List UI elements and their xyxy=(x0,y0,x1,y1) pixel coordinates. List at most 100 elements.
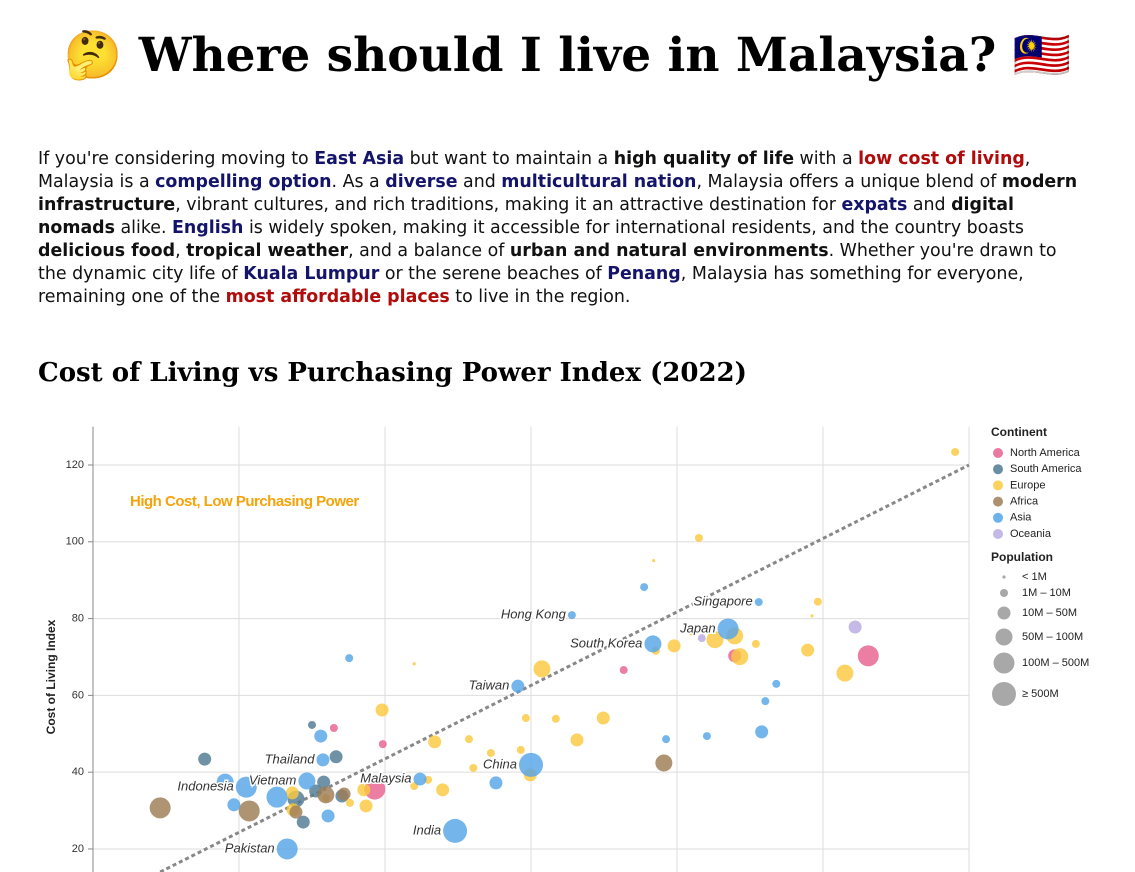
data-point xyxy=(644,635,662,653)
data-point xyxy=(533,660,551,678)
data-point xyxy=(412,662,416,666)
emphasis-text: most affordable places xyxy=(225,287,450,307)
data-point xyxy=(694,533,703,542)
data-point xyxy=(464,735,473,744)
text: and xyxy=(457,172,502,192)
legend-swatch xyxy=(993,529,1003,539)
plot-area: Hong Kong Singapore Japan South Korea Taiwan… xyxy=(149,447,970,872)
legend-label: North America xyxy=(1010,447,1081,459)
intro-paragraph: If you're considering moving to East Asi… xyxy=(38,148,1083,309)
data-point xyxy=(652,559,656,563)
legend-swatch xyxy=(993,480,1003,491)
emphasis-text: tropical weather xyxy=(186,241,349,261)
text: If you're considering moving to xyxy=(38,149,315,169)
data-point xyxy=(364,778,386,800)
legend-swatch xyxy=(993,496,1003,507)
text: . Whether you're drawn to the dynamic ci… xyxy=(38,241,1063,284)
page-title: 🤔 Where should I live in Malaysia? 🇲🇾 xyxy=(63,28,1072,83)
text: alike. xyxy=(114,218,173,238)
grid: 20 40 60 80 100 120 xyxy=(66,426,970,872)
legend-title: Continent xyxy=(991,425,1047,439)
y-tick-label: 120 xyxy=(66,459,84,471)
text: and xyxy=(907,195,952,215)
data-point xyxy=(266,786,288,808)
legend-label: 50M – 100M xyxy=(1022,631,1083,643)
data-point xyxy=(227,798,241,812)
text: , Malaysia offers a unique blend of xyxy=(696,172,1002,192)
legend-label: Europe xyxy=(1010,479,1045,491)
data-point xyxy=(235,776,257,798)
legend-size-swatch xyxy=(997,606,1011,620)
data-point xyxy=(551,714,560,723)
data-point xyxy=(321,809,335,823)
data-point xyxy=(567,611,576,620)
data-point xyxy=(469,763,478,772)
data-point xyxy=(511,679,525,693)
text: , xyxy=(175,241,187,261)
point-label: China xyxy=(483,756,517,771)
text: . As a xyxy=(331,172,386,192)
chart-heading: Cost of Living vs Purchasing Power Index… xyxy=(38,358,747,388)
text: , Malaysia has something for everyone, r… xyxy=(38,264,1030,307)
data-point xyxy=(761,697,770,706)
data-point xyxy=(428,735,442,749)
data-point xyxy=(596,711,610,725)
legend-size-swatch xyxy=(1002,575,1006,579)
text: , and a balance of xyxy=(348,241,510,261)
emphasis-text: high quality of life xyxy=(613,149,795,169)
legend-label: Asia xyxy=(1010,512,1032,524)
text: , Malaysia is a xyxy=(38,149,1036,192)
data-point xyxy=(801,643,815,657)
data-point xyxy=(238,800,260,822)
legend-size-swatch xyxy=(1000,589,1008,597)
data-point xyxy=(345,798,354,807)
point-label: Malaysia xyxy=(360,771,411,786)
text: , vibrant cultures, and rich traditions,… xyxy=(175,195,842,215)
data-point xyxy=(519,752,543,777)
data-point xyxy=(198,752,212,766)
data-point xyxy=(489,776,503,790)
legend-label: ≥ 500M xyxy=(1022,688,1059,700)
point-label: Taiwan xyxy=(469,678,510,693)
data-point xyxy=(298,772,316,790)
data-point xyxy=(516,745,525,754)
legend-label: 100M – 500M xyxy=(1022,657,1089,669)
text: or the serene beaches of xyxy=(379,264,608,284)
emphasis-text: Kuala Lumpur xyxy=(243,264,380,284)
data-point xyxy=(697,634,706,643)
point-label: India xyxy=(413,822,441,837)
data-point xyxy=(667,639,681,653)
text: but want to maintain a xyxy=(404,149,614,169)
data-point xyxy=(375,703,389,717)
emphasis-text: English xyxy=(172,218,244,238)
legend-label: South America xyxy=(1010,463,1082,475)
data-point xyxy=(706,631,724,649)
data-point xyxy=(655,754,673,772)
data-point xyxy=(289,805,303,819)
data-point xyxy=(857,645,879,667)
data-point xyxy=(317,786,335,804)
y-tick-label: 60 xyxy=(72,689,84,701)
data-point xyxy=(813,597,822,606)
data-point xyxy=(329,750,343,764)
data-point xyxy=(413,772,427,786)
emphasis-text: modern infrastructure xyxy=(38,172,1084,215)
emphasis-text: multicultural nation xyxy=(501,172,697,192)
emphasis-text: East Asia xyxy=(314,149,405,169)
legend-size-swatch xyxy=(995,628,1013,646)
data-point xyxy=(836,664,854,682)
emphasis-text: compelling option xyxy=(155,172,332,192)
legend-size-swatch xyxy=(992,682,1016,706)
emphasis-text: expats xyxy=(841,195,908,215)
data-point xyxy=(570,733,584,747)
data-point xyxy=(314,729,328,743)
y-tick-label: 80 xyxy=(72,612,84,624)
data-point xyxy=(308,720,316,729)
point-label: South Korea xyxy=(570,635,642,650)
text: with a xyxy=(794,149,859,169)
data-point xyxy=(486,748,495,757)
data-point xyxy=(359,799,373,813)
data-point xyxy=(443,818,468,843)
y-tick-label: 100 xyxy=(66,536,84,548)
legend-swatch xyxy=(993,448,1003,458)
